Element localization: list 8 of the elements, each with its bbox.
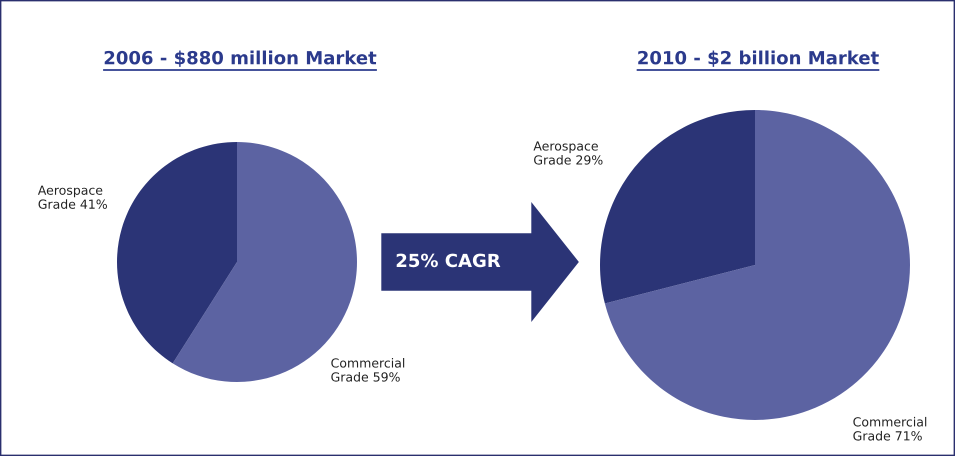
text: 25% CAGR — [396, 254, 500, 268]
slice-label: Commercial Grade 59% — [331, 358, 404, 382]
slice-label: Commercial Grade 71% — [853, 416, 926, 441]
pie-slice — [117, 142, 237, 364]
slice-label: Aerospace Grade 29% — [533, 141, 603, 165]
chart-title: 2010 - $2 billion Market — [638, 50, 879, 67]
chart-title: 2006 - $880 million Market — [104, 50, 376, 67]
slice-label: Aerospace Grade 41% — [38, 186, 107, 209]
